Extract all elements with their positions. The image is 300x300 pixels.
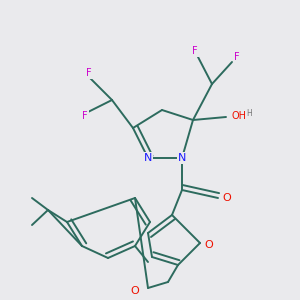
Text: F: F bbox=[192, 46, 198, 56]
Text: H: H bbox=[246, 110, 252, 118]
Text: N: N bbox=[144, 153, 152, 163]
Text: F: F bbox=[86, 68, 92, 78]
Text: O: O bbox=[223, 193, 231, 203]
Text: O: O bbox=[205, 240, 213, 250]
Text: F: F bbox=[82, 111, 88, 121]
Text: O: O bbox=[130, 286, 139, 296]
Text: OH: OH bbox=[232, 111, 247, 121]
Text: N: N bbox=[178, 153, 186, 163]
Text: F: F bbox=[234, 52, 240, 62]
